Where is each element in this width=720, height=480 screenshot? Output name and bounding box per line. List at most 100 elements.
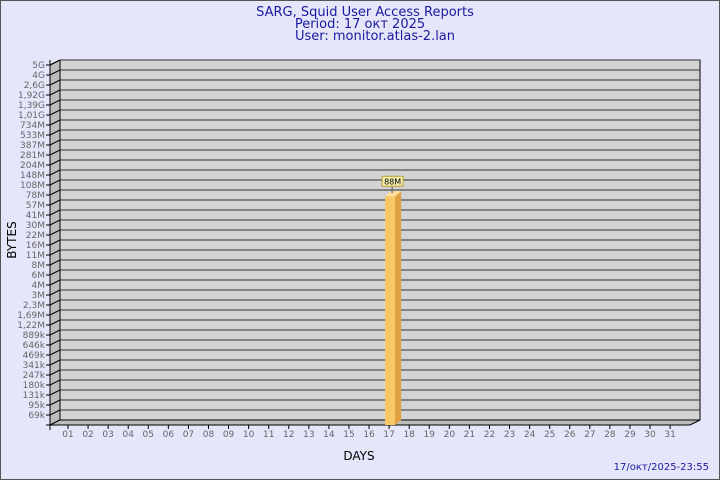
y-tick-label: 4M <box>32 281 46 291</box>
y-tick-diagonal <box>49 179 61 186</box>
y-tick-label: 1,22M <box>17 321 45 331</box>
y-tick-label: 5G <box>32 61 45 71</box>
y-tick-label: 341k <box>23 361 46 371</box>
y-tick-diagonal <box>49 319 61 326</box>
y-tick-diagonal <box>49 249 61 256</box>
y-tick-diagonal <box>49 279 61 286</box>
x-tick-label: 20 <box>444 430 456 440</box>
y-tick-label: 2,6G <box>24 81 45 91</box>
y-tick-diagonal <box>49 359 61 366</box>
y-tick-diagonal <box>49 189 61 196</box>
y-tick-diagonal <box>49 349 61 356</box>
y-tick-diagonal <box>49 59 61 66</box>
x-tick-label: 19 <box>424 430 436 440</box>
y-tick-diagonal <box>49 169 61 176</box>
x-tick-label: 10 <box>243 430 255 440</box>
y-tick-diagonal <box>49 269 61 276</box>
y-tick-diagonal <box>49 99 61 106</box>
y-tick-label: 41M <box>26 211 45 221</box>
y-tick-diagonal <box>49 409 61 416</box>
chart-subtitle-user: User: monitor.atlas-2.lan <box>295 29 455 44</box>
y-tick-label: 387M <box>20 141 45 151</box>
x-tick-label: 21 <box>464 430 475 440</box>
y-tick-diagonal <box>49 69 61 76</box>
x-tick-label: 15 <box>343 430 354 440</box>
y-tick-label: 533M <box>20 131 45 141</box>
y-tick-label: 69k <box>28 411 45 421</box>
y-tick-label: 1,01G <box>18 111 45 121</box>
x-tick-label: 17 <box>383 430 394 440</box>
y-tick-label: 469k <box>23 351 46 361</box>
bar-top <box>385 191 402 197</box>
y-tick-diagonal <box>49 159 61 166</box>
x-tick-label: 13 <box>303 430 314 440</box>
y-tick-diagonal <box>49 299 61 306</box>
y-tick-label: 247k <box>23 371 46 381</box>
x-tick-label: 14 <box>323 430 335 440</box>
x-tick-label: 12 <box>283 430 294 440</box>
y-tick-label: 204M <box>20 161 45 171</box>
y-tick-label: 646k <box>23 341 46 351</box>
y-tick-label: 131k <box>23 391 46 401</box>
y-tick-diagonal <box>49 309 61 316</box>
y-tick-label: 148M <box>20 171 45 181</box>
y-tick-diagonal <box>49 259 61 266</box>
y-tick-diagonal <box>49 329 61 336</box>
floor <box>49 419 701 426</box>
x-tick-label: 09 <box>223 430 235 440</box>
y-tick-diagonal <box>49 109 61 116</box>
x-tick-label: 22 <box>484 430 495 440</box>
y-tick-diagonal <box>49 379 61 386</box>
y-tick-label: 2,3M <box>23 301 45 311</box>
y-tick-diagonal <box>49 129 61 136</box>
y-tick-diagonal <box>49 139 61 146</box>
y-tick-label: 108M <box>20 181 45 191</box>
y-tick-diagonal <box>49 339 61 346</box>
x-tick-label: 01 <box>62 430 73 440</box>
footer-timestamp: 17/окт/2025-23:55 <box>614 462 709 473</box>
x-tick-label: 04 <box>122 430 134 440</box>
y-tick-diagonal <box>49 89 61 96</box>
x-tick-label: 24 <box>524 430 536 440</box>
y-tick-diagonal <box>49 389 61 396</box>
y-tick-diagonal <box>49 219 61 226</box>
y-tick-diagonal <box>49 399 61 406</box>
chart-subtitle-period: Period: 17 окт 2025 <box>295 17 425 32</box>
y-tick-diagonal <box>49 289 61 296</box>
x-tick-label: 06 <box>163 430 175 440</box>
y-tick-label: 4G <box>32 71 45 81</box>
y-tick-label: 57M <box>26 201 45 211</box>
y-tick-diagonal <box>49 239 61 246</box>
y-tick-diagonal <box>49 369 61 376</box>
x-tick-label: 31 <box>664 430 675 440</box>
x-tick-label: 28 <box>604 430 616 440</box>
y-tick-diagonal <box>49 209 61 216</box>
x-tick-label: 29 <box>624 430 636 440</box>
x-tick-label: 30 <box>644 430 656 440</box>
bar-label-box <box>381 175 404 187</box>
y-tick-label: 889k <box>23 331 46 341</box>
y-tick-label: 1,39G <box>18 101 45 111</box>
y-tick-diagonal <box>49 229 61 236</box>
x-tick-label: 11 <box>263 430 274 440</box>
x-tick-label: 08 <box>203 430 215 440</box>
x-tick-label: 03 <box>102 430 113 440</box>
x-tick-label: 26 <box>564 430 576 440</box>
bar <box>385 196 396 425</box>
y-tick-diagonal <box>49 199 61 206</box>
y-tick-label: 1,69M <box>17 311 45 321</box>
y-tick-label: 22M <box>26 231 45 241</box>
y-tick-diagonal <box>49 149 61 156</box>
y-tick-label: 30M <box>26 221 45 231</box>
bar-value-label: 88M <box>384 177 401 186</box>
y-tick-label: 281M <box>20 151 45 161</box>
x-tick-label: 25 <box>544 430 555 440</box>
x-tick-label: 27 <box>584 430 595 440</box>
y-tick-label: 78M <box>26 191 45 201</box>
x-tick-label: 05 <box>143 430 154 440</box>
y-tick-label: 8M <box>32 261 46 271</box>
x-tick-label: 23 <box>504 430 515 440</box>
x-tick-label: 18 <box>403 430 415 440</box>
chart-title: SARG, Squid User Access Reports <box>256 5 474 20</box>
